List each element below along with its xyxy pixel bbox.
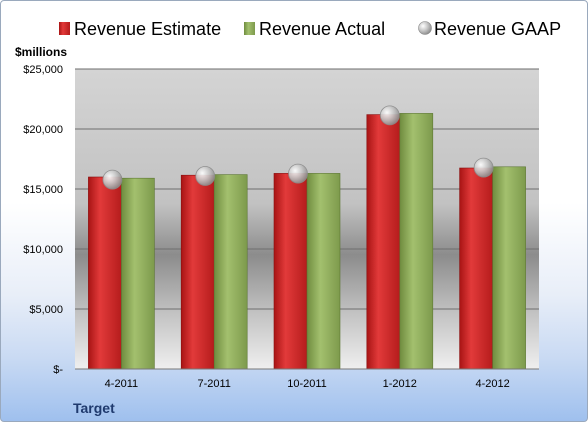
bar-revenue-estimate — [273, 173, 308, 370]
bar-revenue-actual — [492, 166, 526, 370]
bar-revenue-actual — [213, 174, 248, 370]
y-tick-label: $- — [53, 364, 63, 376]
marker-revenue-gaap — [288, 163, 308, 184]
marker-revenue-gaap — [473, 157, 494, 178]
marker-revenue-gaap — [102, 169, 123, 190]
marker-revenue-gaap — [195, 166, 216, 186]
company-label: Target — [73, 400, 115, 416]
legend-label-1: Revenue Estimate — [74, 19, 221, 39]
y-tick-label: $25,000 — [23, 64, 63, 76]
bar-revenue-estimate — [180, 174, 215, 370]
x-tick-label: 1-2012 — [383, 378, 417, 390]
y-tick-label: $15,000 — [23, 184, 63, 196]
x-tick-label: 4-2011 — [105, 378, 138, 390]
unit-label: $millions — [15, 45, 67, 59]
bar-revenue-estimate — [366, 114, 401, 370]
bar-revenue-actual — [306, 173, 341, 370]
bar-revenue-actual — [399, 113, 434, 370]
bar-revenue-estimate — [459, 167, 493, 370]
bar-revenue-actual — [121, 177, 155, 370]
legend-label-3: Revenue GAAP — [434, 19, 561, 39]
bar-revenue-estimate — [88, 176, 122, 370]
legend-label-2: Revenue Actual — [259, 19, 385, 39]
marker-revenue-gaap — [379, 105, 400, 126]
x-tick-label: 4-2012 — [475, 378, 509, 390]
legend-swatch-1 — [59, 22, 70, 35]
x-tick-label: 7-2011 — [197, 378, 230, 390]
y-tick-label: $20,000 — [23, 124, 63, 136]
legend-swatch-3 — [418, 21, 432, 35]
legend-swatch-2 — [244, 22, 255, 35]
y-tick-label: $10,000 — [23, 244, 63, 256]
y-tick-label: $5,000 — [29, 304, 63, 316]
x-tick-label: 10-2011 — [287, 378, 327, 390]
